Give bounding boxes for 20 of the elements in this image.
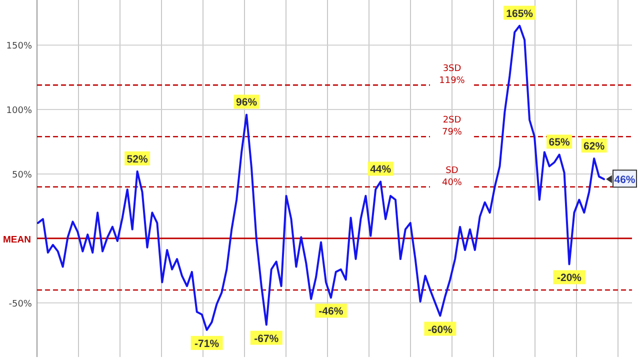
y-tick-label: 100% — [6, 106, 32, 116]
data-label: -67% — [254, 332, 280, 345]
ref-line-label: 2SD 79% — [442, 116, 462, 138]
data-label: 62% — [584, 140, 606, 153]
y-tick-label: -50% — [8, 299, 32, 310]
y-tick-label: 150% — [6, 42, 32, 52]
ref-line-label: SD 40% — [442, 166, 462, 188]
ref-line-label: MEAN — [3, 234, 32, 246]
data-label: 96% — [236, 96, 258, 109]
data-label: -71% — [194, 338, 220, 350]
y-tick-label: 50% — [12, 170, 32, 180]
data-label: -20% — [556, 272, 582, 284]
data-label: -46% — [318, 306, 344, 318]
data-label: 46% — [614, 174, 636, 186]
data-label: 65% — [548, 136, 570, 149]
data-label: 165% — [506, 8, 534, 20]
data-label: 52% — [126, 153, 148, 166]
ref-line-label: 3SD 119% — [439, 64, 466, 86]
data-label: 44% — [370, 164, 392, 176]
data-label: -60% — [428, 324, 454, 336]
